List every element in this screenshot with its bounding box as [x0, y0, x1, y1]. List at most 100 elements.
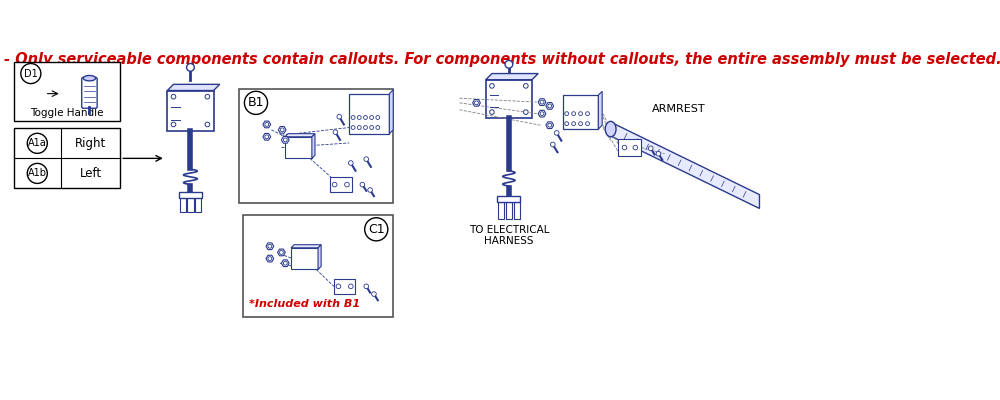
Ellipse shape — [605, 121, 616, 137]
Polygon shape — [278, 126, 286, 133]
Circle shape — [586, 122, 589, 126]
Circle shape — [586, 112, 589, 116]
Circle shape — [540, 112, 544, 116]
Circle shape — [360, 182, 365, 187]
Circle shape — [524, 110, 528, 114]
Circle shape — [554, 131, 559, 135]
Polygon shape — [473, 100, 480, 106]
Circle shape — [505, 60, 513, 68]
Circle shape — [205, 122, 210, 127]
Polygon shape — [266, 243, 274, 250]
Circle shape — [551, 142, 555, 147]
FancyBboxPatch shape — [486, 80, 532, 118]
Polygon shape — [546, 102, 554, 109]
FancyBboxPatch shape — [14, 128, 120, 188]
FancyBboxPatch shape — [330, 177, 352, 192]
Circle shape — [349, 284, 353, 289]
Circle shape — [244, 91, 268, 114]
Circle shape — [579, 112, 583, 116]
FancyBboxPatch shape — [349, 94, 389, 134]
Circle shape — [365, 218, 388, 241]
Ellipse shape — [83, 76, 96, 81]
FancyBboxPatch shape — [180, 197, 186, 212]
Circle shape — [265, 122, 269, 126]
Text: - Only serviceable components contain callouts. For components without callouts,: - Only serviceable components contain ca… — [4, 52, 1000, 67]
Text: Left: Left — [79, 167, 102, 180]
Circle shape — [351, 126, 355, 130]
Circle shape — [548, 104, 552, 108]
Polygon shape — [281, 136, 289, 143]
Circle shape — [27, 163, 47, 184]
Circle shape — [572, 122, 576, 126]
Text: Toggle Handle: Toggle Handle — [30, 108, 104, 118]
Circle shape — [357, 116, 361, 120]
Text: D1: D1 — [24, 68, 38, 78]
Polygon shape — [598, 91, 602, 129]
Polygon shape — [263, 134, 271, 140]
Circle shape — [372, 292, 376, 296]
Circle shape — [21, 64, 41, 84]
Circle shape — [332, 182, 337, 187]
Circle shape — [280, 128, 284, 132]
Polygon shape — [486, 74, 538, 80]
Circle shape — [187, 64, 194, 71]
Circle shape — [376, 116, 380, 120]
Circle shape — [364, 284, 369, 289]
Polygon shape — [263, 121, 271, 128]
Circle shape — [364, 126, 367, 130]
Polygon shape — [389, 90, 393, 134]
FancyBboxPatch shape — [82, 78, 97, 108]
Circle shape — [370, 116, 374, 120]
Circle shape — [364, 116, 367, 120]
Polygon shape — [281, 260, 289, 266]
Circle shape — [351, 116, 355, 120]
FancyBboxPatch shape — [563, 95, 598, 129]
FancyBboxPatch shape — [195, 197, 201, 212]
Circle shape — [490, 84, 494, 88]
Circle shape — [345, 182, 349, 187]
Polygon shape — [538, 99, 546, 106]
Circle shape — [633, 145, 638, 150]
Circle shape — [368, 188, 372, 192]
Circle shape — [579, 122, 583, 126]
FancyBboxPatch shape — [618, 139, 641, 156]
Circle shape — [333, 130, 338, 134]
Circle shape — [565, 122, 569, 126]
Circle shape — [349, 161, 353, 165]
Circle shape — [656, 152, 661, 156]
Circle shape — [279, 250, 283, 254]
Polygon shape — [611, 122, 759, 208]
Polygon shape — [546, 122, 554, 128]
Circle shape — [364, 157, 369, 162]
FancyBboxPatch shape — [243, 216, 393, 317]
Circle shape — [357, 126, 361, 130]
FancyBboxPatch shape — [334, 279, 355, 294]
Polygon shape — [312, 134, 315, 158]
Circle shape — [548, 123, 552, 127]
Polygon shape — [291, 248, 318, 269]
FancyBboxPatch shape — [498, 202, 504, 218]
FancyBboxPatch shape — [239, 89, 393, 203]
Text: A1a: A1a — [28, 138, 47, 148]
Circle shape — [265, 135, 269, 139]
Polygon shape — [278, 249, 285, 256]
Circle shape — [524, 84, 528, 88]
Circle shape — [283, 138, 287, 142]
Polygon shape — [167, 84, 220, 90]
Circle shape — [540, 100, 544, 104]
Circle shape — [572, 112, 576, 116]
Polygon shape — [538, 110, 546, 117]
Polygon shape — [318, 245, 321, 269]
Circle shape — [268, 257, 272, 260]
Polygon shape — [291, 245, 321, 248]
Circle shape — [475, 101, 478, 105]
Text: TO ELECTRICAL
HARNESS: TO ELECTRICAL HARNESS — [469, 225, 549, 246]
Circle shape — [171, 122, 176, 127]
Circle shape — [268, 244, 272, 248]
Polygon shape — [285, 137, 312, 158]
FancyBboxPatch shape — [14, 62, 120, 120]
Circle shape — [171, 94, 176, 99]
FancyBboxPatch shape — [506, 202, 512, 218]
Circle shape — [27, 133, 47, 153]
FancyBboxPatch shape — [167, 90, 214, 131]
